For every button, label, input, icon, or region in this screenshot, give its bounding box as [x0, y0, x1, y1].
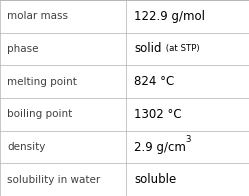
- Text: (at STP): (at STP): [163, 44, 200, 54]
- Text: solid: solid: [134, 43, 161, 55]
- Text: phase: phase: [7, 44, 39, 54]
- Text: 3: 3: [186, 135, 191, 144]
- Text: melting point: melting point: [7, 77, 77, 87]
- Text: 122.9 g/mol: 122.9 g/mol: [134, 10, 205, 23]
- Text: 1302 °C: 1302 °C: [134, 108, 182, 121]
- Text: 2.9 g/cm: 2.9 g/cm: [134, 141, 186, 153]
- Text: soluble: soluble: [134, 173, 176, 186]
- Text: boiling point: boiling point: [7, 109, 73, 119]
- Text: solubility in water: solubility in water: [7, 175, 101, 185]
- Text: density: density: [7, 142, 46, 152]
- Text: molar mass: molar mass: [7, 11, 68, 21]
- Text: 824 °C: 824 °C: [134, 75, 174, 88]
